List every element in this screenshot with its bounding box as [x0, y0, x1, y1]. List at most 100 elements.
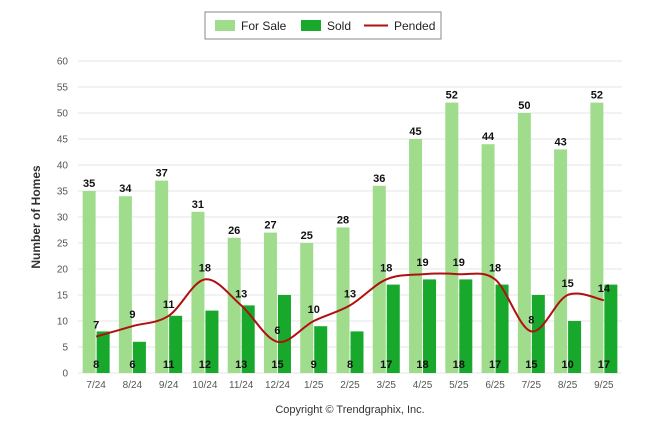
- x-axis-ticks: 7/24 8/24 9/24 10/24 11/24 12/24 1/25 2/25 3/25 4…: [86, 380, 614, 391]
- x-tick-label: 2/25: [340, 380, 360, 391]
- legend-box: [204, 11, 442, 40]
- data-label-sold: 6: [129, 359, 135, 371]
- y-axis-label: Number of Homes: [29, 165, 43, 269]
- y-tick-label: 60: [57, 57, 69, 68]
- data-label-for-sale: 35: [83, 178, 95, 190]
- bar-sold: [169, 315, 183, 373]
- data-label-sold: 12: [199, 359, 211, 371]
- bar-for-sale: [300, 243, 314, 373]
- x-tick-label: 4/25: [413, 380, 433, 391]
- data-label-for-sale: 28: [337, 214, 349, 226]
- data-label-pended: 19: [416, 257, 428, 269]
- data-label-pended: 18: [199, 262, 211, 274]
- y-tick-label: 50: [57, 109, 69, 120]
- data-label-sold: 15: [271, 359, 283, 371]
- bar-for-sale: [445, 102, 459, 373]
- data-label-for-sale: 26: [228, 225, 240, 237]
- x-tick-label: 11/24: [229, 380, 254, 391]
- y-tick-label: 20: [57, 265, 69, 276]
- bar-for-sale: [409, 139, 423, 373]
- data-label-sold: 13: [235, 359, 247, 371]
- bar-sold: [350, 331, 364, 373]
- y-tick-label: 55: [57, 83, 69, 94]
- bar-for-sale: [372, 185, 386, 373]
- data-label-pended: 11: [163, 299, 175, 311]
- data-label-for-sale: 36: [373, 173, 385, 185]
- data-label-pended: 19: [453, 257, 465, 269]
- data-label-pended: 15: [561, 278, 573, 290]
- data-label-pended: 6: [274, 325, 280, 337]
- legend-swatch-for-sale: [215, 20, 235, 31]
- data-label-sold: 10: [561, 359, 573, 371]
- legend: For Sale Sold Pended: [204, 11, 442, 40]
- data-label-for-sale: 31: [192, 199, 204, 211]
- y-tick-label: 15: [57, 291, 69, 302]
- x-tick-label: 8/25: [558, 380, 578, 391]
- y-tick-label: 10: [57, 317, 69, 328]
- gridlines: [78, 60, 622, 374]
- bar-sold: [531, 295, 545, 373]
- data-label-for-sale: 45: [409, 126, 421, 138]
- bar-sold: [314, 326, 328, 373]
- y-tick-label: 25: [57, 239, 69, 250]
- x-tick-label: 9/25: [594, 380, 614, 391]
- x-tick-label: 1/25: [304, 380, 324, 391]
- y-tick-label: 0: [62, 369, 68, 380]
- y-tick-label: 35: [57, 187, 69, 198]
- data-label-for-sale: 43: [554, 136, 566, 148]
- data-label-pended: 9: [129, 309, 135, 321]
- x-tick-label: 5/25: [449, 380, 469, 391]
- x-tick-label: 12/24: [265, 380, 290, 391]
- bar-sold: [277, 295, 291, 373]
- x-tick-label: 8/24: [123, 380, 143, 391]
- bar-sold: [495, 284, 509, 373]
- x-tick-label: 3/25: [377, 380, 397, 391]
- x-tick-label: 9/24: [159, 380, 179, 391]
- data-label-for-sale: 37: [156, 168, 168, 180]
- bar-for-sale: [263, 232, 277, 373]
- data-label-for-sale: 52: [446, 90, 458, 102]
- bar-sold: [205, 310, 219, 373]
- y-tick-label: 45: [57, 135, 69, 146]
- data-label-for-sale: 44: [482, 131, 495, 143]
- bar-for-sale: [118, 196, 132, 373]
- data-label-sold: 18: [453, 359, 465, 371]
- bar-for-sale: [554, 149, 568, 373]
- data-label-sold: 17: [489, 359, 501, 371]
- bar-sold: [423, 279, 437, 373]
- bar-sold: [241, 305, 255, 373]
- data-label-sold: 8: [347, 359, 353, 371]
- legend-label: Pended: [394, 19, 435, 33]
- data-label-for-sale: 52: [591, 90, 603, 102]
- data-label-pended: 18: [489, 262, 501, 274]
- data-label-for-sale: 50: [518, 100, 530, 112]
- y-tick-label: 5: [62, 343, 68, 354]
- data-label-sold: 9: [311, 359, 317, 371]
- y-tick-label: 30: [57, 213, 69, 224]
- data-label-pended: 8: [528, 314, 534, 326]
- bar-for-sale: [191, 211, 205, 373]
- data-labels: 35 8 34 6 37 11 31 12 26 13 27 15 25 9 28 8 36 17 45 18 52 18…: [83, 90, 611, 371]
- bar-for-sale: [155, 180, 169, 373]
- bar-sold: [386, 284, 400, 373]
- data-label-pended: 13: [344, 288, 356, 300]
- bar-sold: [132, 341, 146, 373]
- data-label-sold: 18: [416, 359, 428, 371]
- data-label-for-sale: 27: [264, 220, 276, 232]
- legend-label: Sold: [327, 19, 351, 33]
- copyright-footer: Copyright © Trendgraphix, Inc.: [275, 404, 424, 416]
- bar-for-sale: [590, 102, 604, 373]
- legend-label: For Sale: [241, 19, 287, 33]
- data-label-sold: 15: [525, 359, 537, 371]
- data-label-sold: 17: [380, 359, 392, 371]
- bar-sold: [459, 279, 473, 373]
- data-label-pended: 10: [308, 304, 320, 316]
- data-label-for-sale: 25: [301, 230, 313, 242]
- data-label-sold: 11: [163, 359, 175, 371]
- data-label-pended: 18: [380, 262, 392, 274]
- y-axis-ticks: 0 5 10 15 20 25 30 35 40 45 50 55 60: [57, 57, 69, 380]
- pended-line: [95, 272, 605, 343]
- data-label-pended: 14: [598, 283, 611, 295]
- bars: [82, 102, 618, 373]
- x-tick-label: 7/25: [522, 380, 542, 391]
